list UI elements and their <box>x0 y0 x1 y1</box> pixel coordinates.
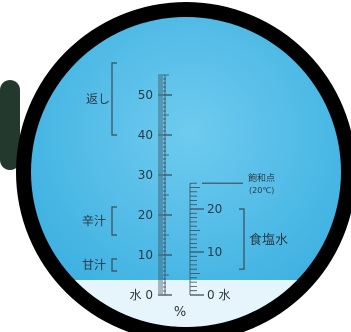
karajiru-bracket <box>111 206 117 236</box>
saturation-label-2: (20℃) <box>249 186 274 195</box>
amajiru-label: 甘汁 <box>82 258 106 272</box>
primary-label-0: 水 0 <box>130 288 153 302</box>
device-edge <box>0 80 20 170</box>
kaeshi-label: 返し <box>86 92 110 106</box>
shokuensui-label: 食塩水 <box>249 232 288 248</box>
primary-label-30: 30 <box>138 168 153 182</box>
primary-label-50: 50 <box>138 88 153 102</box>
unit-label: % <box>174 305 186 320</box>
secondary-label-0: 0 水 <box>207 288 230 302</box>
karajiru-label: 辛汁 <box>82 214 106 228</box>
kaeshi-bracket <box>111 62 117 136</box>
primary-label-40: 40 <box>138 128 153 142</box>
primary-label-20: 20 <box>138 208 153 222</box>
secondary-label-20: 20 <box>207 202 222 216</box>
amajiru-bracket <box>111 258 117 272</box>
primary-label-10: 10 <box>138 248 153 262</box>
saturation-label-1: 飽和点 <box>248 172 275 184</box>
secondary-label-10: 10 <box>207 245 222 259</box>
shokuensui-bracket <box>239 208 245 270</box>
